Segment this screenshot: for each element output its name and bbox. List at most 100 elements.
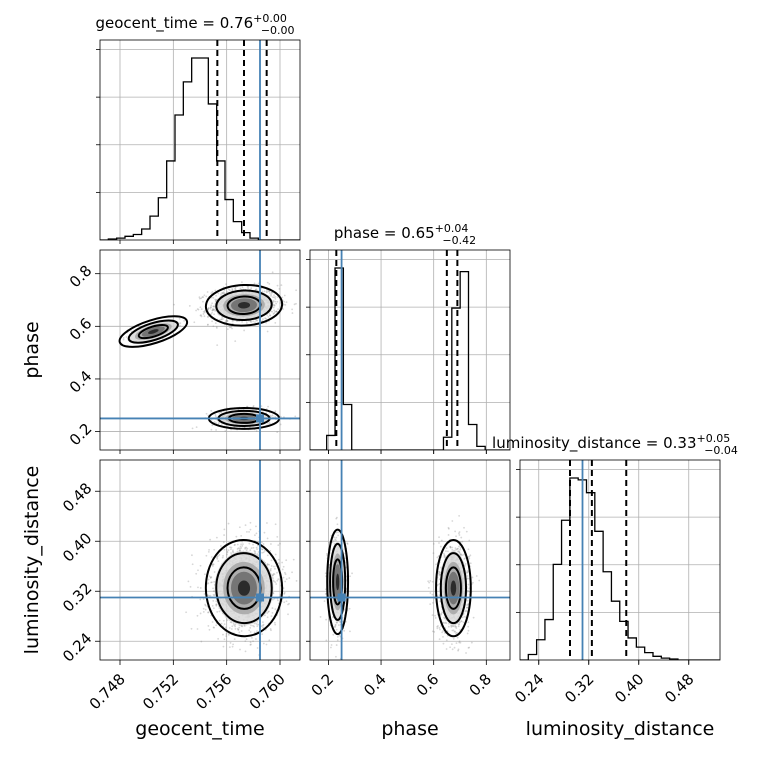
sample-point [266, 281, 269, 284]
sample-point [195, 309, 197, 312]
sample-point [212, 305, 215, 308]
sample-point [266, 522, 268, 524]
sample-point [282, 576, 285, 579]
sample-point [454, 630, 457, 633]
sample-point [234, 340, 237, 342]
sample-point [219, 545, 222, 547]
sample-point [213, 571, 216, 573]
sample-point [442, 635, 444, 638]
sample-point [436, 625, 439, 628]
sample-point [231, 550, 234, 553]
sample-point [203, 573, 206, 576]
histogram-luminosity_distance [520, 477, 720, 660]
sample-point [458, 551, 461, 554]
sample-point [225, 319, 228, 322]
sample-point [238, 547, 241, 550]
sample-point [195, 572, 198, 575]
sample-point [230, 628, 233, 630]
sample-point [266, 289, 268, 291]
sample-point [211, 309, 214, 312]
sample-point [221, 292, 224, 295]
histogram-phase [310, 267, 510, 450]
sample-point [275, 583, 278, 585]
sample-point [223, 528, 226, 531]
sample-point [210, 556, 213, 558]
sample-point [249, 320, 252, 323]
sample-point [461, 616, 464, 619]
sample-point [452, 637, 455, 640]
sample-point [351, 572, 353, 575]
sample-point [266, 563, 269, 566]
sample-point [278, 287, 281, 290]
sample-point [467, 548, 470, 551]
sample-point [214, 415, 217, 417]
sample-point [325, 618, 328, 621]
sample-point [209, 538, 212, 541]
sample-point [239, 549, 242, 552]
sample-point [198, 296, 201, 299]
sample-point [214, 309, 217, 312]
sample-point [343, 608, 346, 611]
sample-point [269, 314, 272, 317]
sample-point [232, 622, 235, 625]
sample-point [209, 306, 212, 309]
sample-point [253, 631, 256, 634]
sample-point [346, 542, 349, 545]
sample-point [273, 565, 275, 568]
sample-point [454, 530, 457, 533]
sample-point [292, 558, 295, 561]
sample-point [207, 307, 210, 309]
sample-point [255, 288, 258, 291]
sample-point [335, 628, 338, 631]
sample-point [254, 321, 256, 323]
sample-point [255, 623, 258, 625]
sample-point [230, 621, 233, 624]
sample-point [466, 571, 469, 574]
sample-point [271, 310, 274, 313]
sample-point [179, 322, 182, 325]
sample-point [282, 565, 285, 568]
sample-point [274, 410, 277, 413]
sample-point [215, 422, 218, 424]
sample-point [274, 567, 276, 570]
sample-point [440, 539, 443, 542]
sample-point [214, 322, 217, 325]
sample-point [281, 561, 284, 564]
sample-point [437, 583, 439, 586]
sample-point [458, 623, 461, 625]
sample-point [225, 548, 228, 551]
sample-point [201, 296, 204, 298]
sample-point [460, 620, 462, 622]
sample-point [197, 586, 199, 589]
sample-point [266, 554, 269, 557]
sample-point [245, 638, 248, 641]
sample-point [241, 625, 244, 628]
hist-panel-geocent_time: geocent_time = 0.76+0.00 −0.00 [95, 12, 301, 244]
sample-point [269, 314, 271, 317]
sample-point [214, 298, 217, 301]
sample-point [216, 557, 219, 560]
sample-point [443, 617, 446, 620]
sample-point [338, 634, 341, 637]
samples [185, 521, 298, 656]
sample-point [452, 629, 455, 632]
sample-point [203, 311, 206, 314]
sample-point [238, 631, 241, 634]
sample-point [230, 546, 233, 549]
sample-point [260, 405, 263, 408]
sample-point [217, 292, 220, 295]
sample-point [227, 633, 230, 636]
sample-point [234, 625, 237, 628]
sample-point [247, 287, 250, 290]
sample-point [274, 608, 277, 611]
sample-point [449, 646, 452, 649]
sample-point [221, 291, 224, 294]
sample-point [210, 292, 213, 295]
sample-point [216, 555, 219, 558]
panel-title-phase: phase = 0.65+0.04 −0.42 [334, 222, 476, 247]
sample-point [273, 312, 276, 315]
sample-point [216, 555, 219, 557]
sample-point [202, 310, 205, 313]
sample-point [255, 546, 258, 549]
